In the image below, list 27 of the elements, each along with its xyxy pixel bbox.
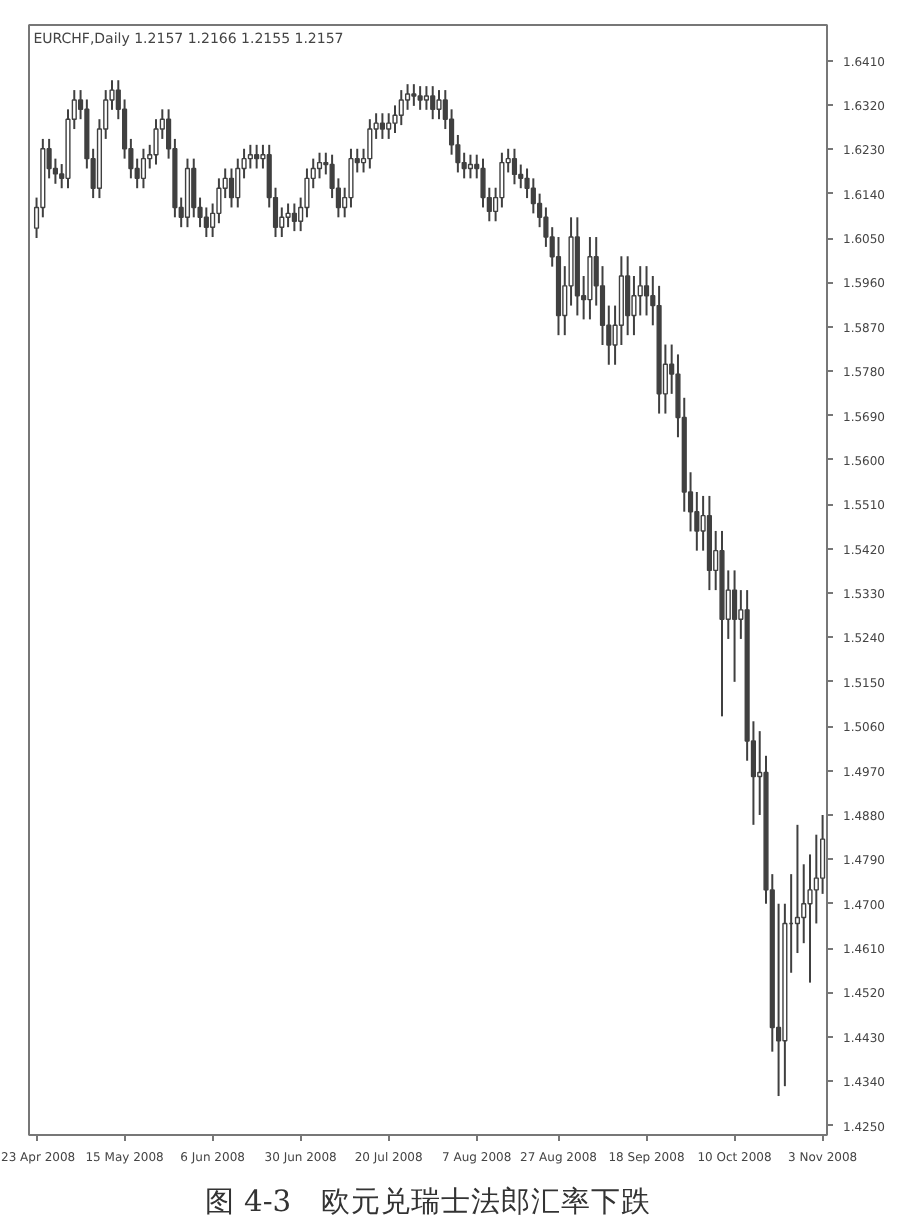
candlestick: [235, 157, 241, 209]
candlestick: [511, 147, 518, 186]
candlestick: [367, 118, 373, 170]
candlestick: [411, 83, 417, 107]
candlestick: [247, 143, 253, 170]
candlestick: [386, 112, 392, 140]
candlestick: [228, 167, 235, 209]
candlestick: [430, 85, 436, 121]
candlestick: [587, 236, 593, 321]
candlestick: [436, 89, 442, 121]
candlestick: [625, 255, 631, 337]
candlestick: [203, 206, 209, 239]
candlestick: [291, 202, 297, 233]
candlestick: [140, 147, 147, 190]
candlestick: [316, 151, 323, 180]
candlestick: [285, 202, 291, 229]
candlestick: [731, 569, 738, 683]
candlestick: [417, 85, 423, 111]
caption: 图 4-3 欧元兑瑞士法郎汇率下跌: [204, 1185, 652, 1219]
candlestick: [398, 89, 404, 127]
candlestick: [254, 143, 260, 170]
candlestick: [467, 153, 474, 180]
candlestick: [643, 265, 650, 317]
candlestick: [348, 147, 354, 209]
candlestick: [191, 157, 197, 219]
candlestick: [423, 85, 430, 111]
candlestick: [379, 112, 385, 140]
